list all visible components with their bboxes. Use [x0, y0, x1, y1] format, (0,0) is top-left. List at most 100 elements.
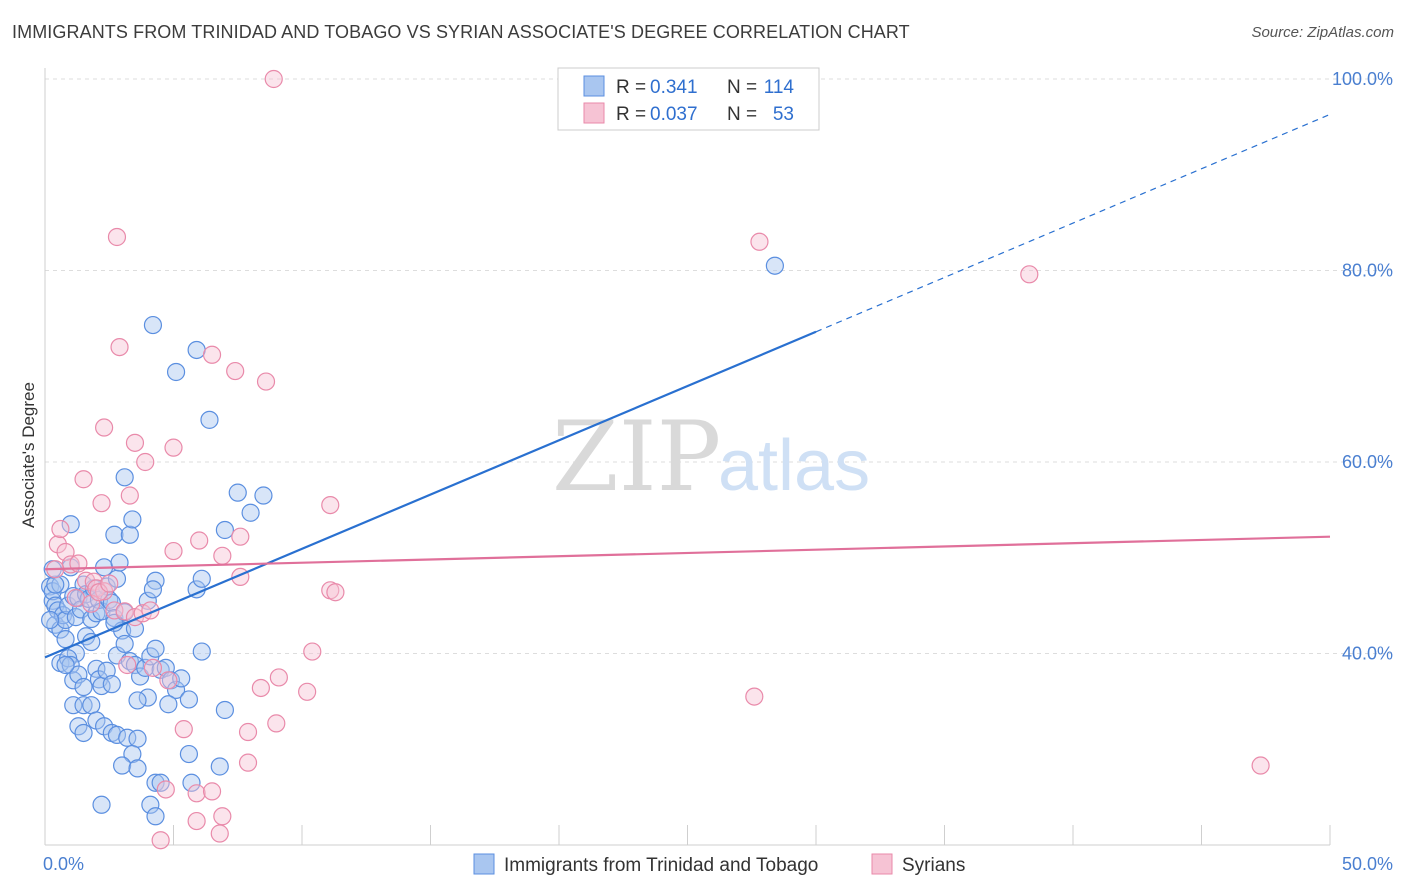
x-tick-label: 50.0% — [1342, 854, 1393, 874]
series-legend-label: Immigrants from Trinidad and Tobago — [504, 855, 818, 876]
legend-n-value: 114 — [764, 77, 795, 98]
syrian-point — [151, 831, 170, 850]
syrian-point — [750, 232, 769, 251]
trinidad-point — [74, 696, 93, 715]
syrian-point — [95, 418, 114, 437]
data-points — [41, 69, 1270, 850]
syrian-point — [100, 574, 119, 593]
trinidad-point — [97, 661, 116, 680]
syrian-point — [143, 658, 163, 677]
syrian-point — [125, 433, 145, 452]
stats-legend: R = 0.341 N = 114 R = 0.037 N = 53 — [557, 67, 820, 131]
trend-lines — [44, 113, 1331, 659]
legend-n-label: N = — [727, 77, 757, 98]
trinidad-point — [56, 655, 75, 675]
syrian-point — [321, 495, 340, 515]
trinidad-point — [92, 795, 111, 814]
trinidad-point — [254, 486, 273, 505]
trinidad-point — [102, 675, 121, 694]
syrian-point — [238, 722, 258, 742]
chart-title: IMMIGRANTS FROM TRINIDAD AND TOBAGO VS S… — [12, 22, 910, 42]
trinidad-point — [765, 256, 784, 275]
syrian-point — [267, 714, 286, 733]
trinidad-point — [138, 688, 157, 707]
trinidad-trend-line — [44, 330, 817, 659]
syrian-point — [187, 811, 206, 831]
trinidad-point — [41, 610, 60, 630]
trinidad-point — [146, 639, 165, 658]
syrian-point — [164, 438, 183, 457]
trinidad-point — [105, 525, 124, 544]
syrian-trend-line — [44, 535, 1331, 571]
syrian-point — [190, 531, 209, 550]
series-legend-label: Syrians — [902, 855, 965, 876]
trinidad-point — [215, 700, 234, 720]
syrian-point — [238, 753, 258, 772]
trinidad-point — [107, 725, 127, 744]
y-axis-label: Associate's Degree — [19, 382, 38, 528]
series-legend-swatch — [871, 853, 893, 875]
trinidad-point — [82, 609, 101, 629]
trinidad-point — [179, 744, 199, 764]
trinidad-point — [128, 691, 147, 710]
watermark: ZIP atlas — [552, 401, 870, 513]
syrian-point — [136, 452, 155, 472]
trinidad-trend-extension — [815, 113, 1331, 333]
trinidad-point — [241, 503, 260, 522]
legend-n-label: N = — [727, 104, 757, 125]
syrian-point — [187, 784, 206, 803]
trinidad-point — [200, 410, 219, 429]
trinidad-point — [159, 695, 178, 714]
trinidad-point — [115, 634, 134, 654]
syrian-point — [74, 470, 93, 489]
syrian-point — [1020, 265, 1039, 284]
legend-r-value: 0.037 — [650, 104, 698, 125]
trinidad-point — [228, 483, 247, 502]
trinidad-point — [136, 658, 155, 677]
syrian-point — [210, 824, 229, 843]
syrian-point — [1251, 756, 1270, 775]
syrian-point — [159, 671, 178, 690]
legend-n-value: 53 — [773, 104, 794, 125]
watermark-zip: ZIP — [552, 401, 721, 513]
syrian-point — [51, 519, 70, 539]
trinidad-point — [143, 315, 163, 335]
y-tick-label: 60.0% — [1342, 452, 1393, 472]
syrian-point — [745, 687, 764, 706]
syrian-point — [326, 583, 345, 602]
syrian-point — [66, 588, 85, 608]
legend-r-label: R = — [616, 104, 646, 125]
syrian-point — [231, 527, 250, 546]
trinidad-point — [179, 690, 199, 709]
trinidad-point — [115, 468, 134, 487]
trinidad-point — [46, 596, 65, 615]
trinidad-point — [130, 667, 150, 686]
x-tick-label: 0.0% — [43, 854, 84, 874]
legend-r-label: R = — [616, 77, 646, 98]
y-tick-label: 100.0% — [1332, 69, 1393, 89]
trinidad-point — [128, 759, 147, 778]
trinidad-point — [74, 723, 93, 743]
series-legend: Immigrants from Trinidad and Tobago Syria… — [473, 853, 965, 876]
trinidad-point — [61, 655, 80, 675]
trinidad-point — [120, 525, 139, 544]
syrian-point — [174, 720, 193, 739]
trinidad-point — [192, 569, 211, 588]
trinidad-point — [82, 696, 101, 715]
syrian-point — [264, 69, 283, 89]
legend-r-value: 0.341 — [650, 77, 698, 98]
trinidad-point — [64, 671, 83, 690]
trinidad-point — [166, 362, 186, 382]
trinidad-point — [187, 340, 206, 360]
trinidad-point — [215, 520, 234, 540]
trinidad-point — [123, 744, 142, 764]
trinidad-point — [64, 696, 83, 715]
trinidad-point — [112, 756, 132, 775]
trinidad-point — [166, 680, 186, 699]
syrian-point — [120, 486, 139, 505]
trinidad-point — [141, 795, 160, 814]
syrian-point — [226, 361, 245, 381]
y-tick-label: 40.0% — [1342, 644, 1393, 664]
syrian-point — [213, 807, 232, 826]
trinidad-point — [46, 575, 65, 594]
